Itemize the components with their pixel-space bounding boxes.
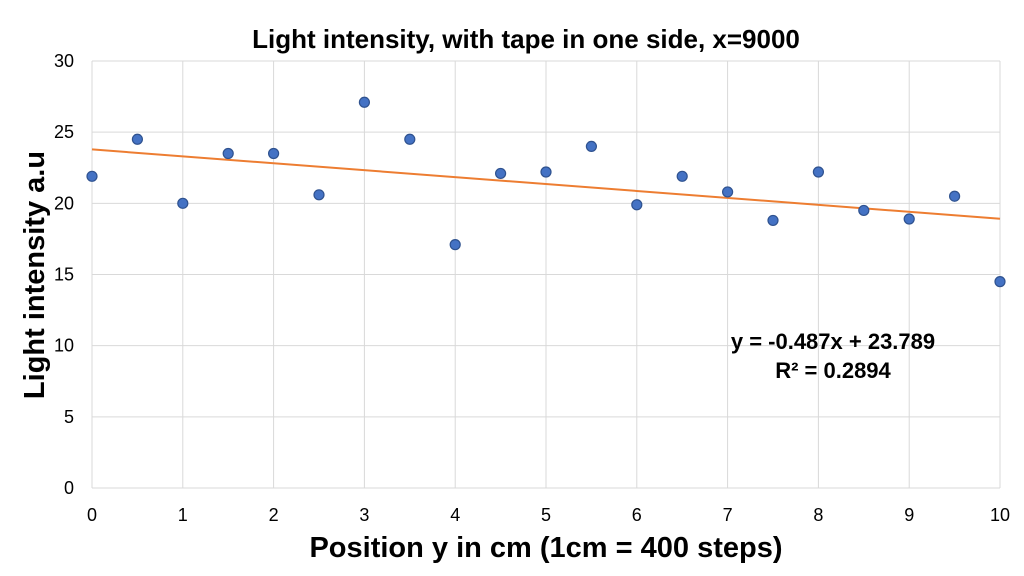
- x-axis-ticks: 0 1 2 3 4 5 6 7 8 9 10: [87, 505, 1010, 525]
- data-point: [767, 214, 779, 227]
- chart-grid: [91, 60, 1001, 489]
- data-point: [404, 133, 416, 145]
- x-tick-label: 10: [990, 505, 1010, 525]
- trend-line: [91, 148, 1001, 220]
- trendline-r-squared: R² = 0.2894: [775, 358, 891, 383]
- data-point: [585, 140, 598, 152]
- data-point: [903, 213, 915, 225]
- trendline-equation: y = -0.487x + 23.789: [731, 329, 935, 354]
- data-point: [676, 170, 688, 182]
- x-tick-label: 5: [541, 505, 551, 525]
- x-tick-label: 6: [632, 505, 642, 525]
- y-tick-label: 25: [54, 122, 74, 142]
- y-axis-ticks: 0 5 10 15 20 25 30: [54, 51, 74, 498]
- x-tick-label: 2: [269, 505, 279, 525]
- y-tick-label: 30: [54, 51, 74, 71]
- x-tick-label: 1: [178, 505, 188, 525]
- data-point: [721, 186, 734, 198]
- data-point: [948, 190, 961, 202]
- x-tick-label: 7: [723, 505, 733, 525]
- y-tick-label: 0: [64, 478, 74, 498]
- x-axis-title: Position y in cm (1cm = 400 steps): [309, 532, 782, 564]
- y-tick-label: 10: [54, 336, 74, 356]
- data-point: [131, 133, 143, 145]
- x-tick-label: 3: [359, 505, 369, 525]
- data-point: [812, 166, 825, 178]
- x-tick-label: 8: [813, 505, 823, 525]
- data-point: [495, 167, 507, 180]
- data-point: [86, 170, 98, 182]
- y-tick-label: 15: [54, 265, 74, 285]
- data-point: [631, 199, 643, 211]
- x-tick-label: 0: [87, 505, 97, 525]
- y-axis-title: Light intensity a.u: [19, 151, 51, 399]
- data-point: [858, 204, 870, 217]
- data-point: [313, 189, 325, 201]
- chart-title: Light intensity, with tape in one side, …: [252, 24, 800, 54]
- data-points: [86, 96, 1006, 288]
- data-point: [994, 276, 1006, 288]
- data-point: [222, 147, 234, 160]
- y-tick-label: 5: [64, 407, 74, 427]
- data-point: [540, 166, 552, 178]
- x-tick-label: 9: [904, 505, 914, 525]
- data-point: [268, 147, 280, 160]
- x-tick-label: 4: [450, 505, 460, 525]
- data-point: [177, 197, 189, 209]
- data-point: [358, 96, 370, 108]
- y-tick-label: 20: [54, 193, 74, 213]
- data-point: [449, 239, 461, 251]
